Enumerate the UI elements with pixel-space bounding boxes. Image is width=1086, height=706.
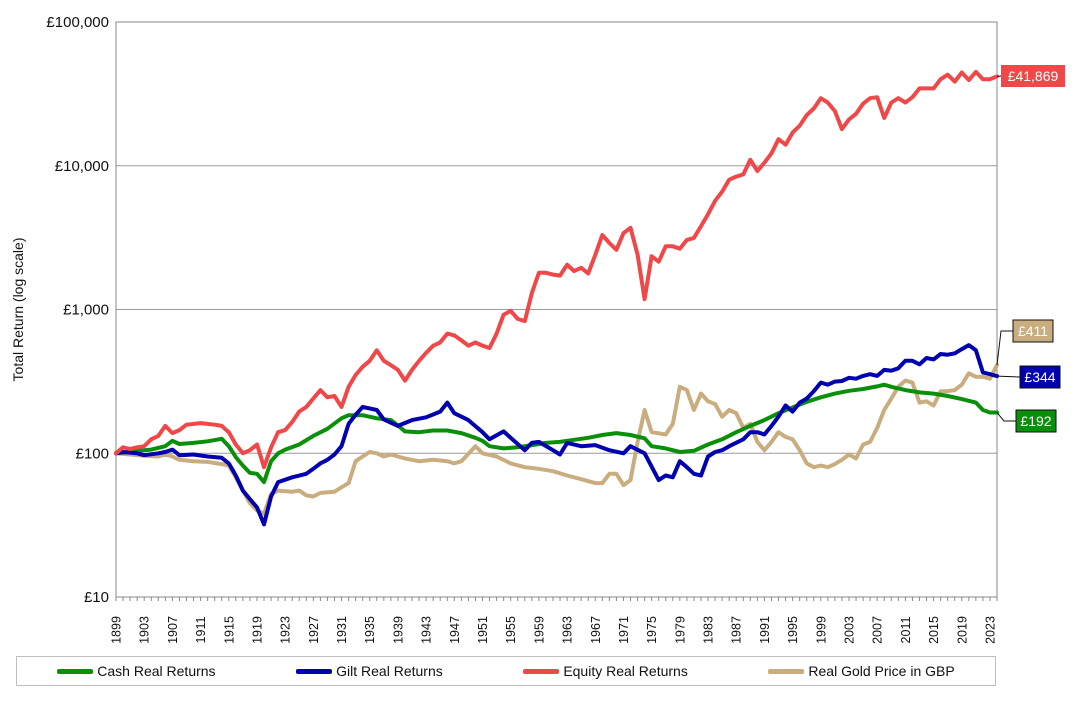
end-label-box	[1015, 409, 1057, 433]
end-label: £411	[1018, 323, 1048, 339]
x-tick-label: 1979	[673, 616, 687, 644]
end-label-box	[1001, 65, 1065, 87]
legend: Cash Real Returns Gilt Real Returns Equity…	[16, 656, 996, 686]
end-label-box	[1019, 365, 1061, 389]
x-tick-label: 1923	[279, 616, 293, 644]
legend-swatch	[57, 668, 94, 674]
x-tick-label: 2023	[983, 616, 997, 644]
legend-swatch	[523, 668, 560, 674]
legend-label: Equity Real Returns	[563, 663, 688, 679]
x-tick-label: 1943	[420, 616, 434, 644]
legend-label: Cash Real Returns	[97, 663, 216, 679]
series-line	[114, 69, 999, 470]
x-tick-label: 1939	[391, 616, 405, 644]
x-tick-label: 2019	[955, 616, 969, 644]
x-tick-label: 1959	[532, 616, 546, 644]
y-tick-label: £10,000	[55, 158, 109, 175]
legend-item: Equity Real Returns	[523, 663, 688, 679]
x-tick-label: 1911	[194, 617, 208, 644]
legend-swatch	[768, 668, 805, 674]
x-tick-label: 1947	[448, 616, 462, 644]
series-line	[114, 343, 999, 527]
legend-item: Real Gold Price in GBP	[768, 663, 955, 679]
x-tick-label: 1951	[476, 616, 490, 644]
x-tick-label: 1915	[222, 616, 236, 644]
y-tick-label: £100	[76, 445, 109, 462]
x-tick-label: 1919	[250, 616, 264, 644]
legend-item: Cash Real Returns	[57, 663, 216, 679]
y-tick-label: £100,000	[46, 14, 109, 31]
y-tick-label: £10	[84, 589, 109, 606]
x-tick-label: 1967	[589, 616, 603, 644]
series-lines	[114, 69, 999, 527]
legend-swatch	[296, 668, 333, 674]
x-tick-label: 1983	[702, 616, 716, 644]
legend-item: Gilt Real Returns	[296, 663, 443, 679]
x-tick-label: 1903	[138, 616, 152, 644]
grid-lines	[116, 21, 997, 598]
x-tick-label: 1975	[645, 616, 659, 644]
end-label-box	[1012, 319, 1054, 343]
y-axis-label: Total Return (log scale)	[10, 238, 26, 382]
x-tick-label: 1935	[363, 616, 377, 644]
plot-frame	[115, 21, 998, 598]
x-tick-label: 2003	[842, 616, 856, 644]
x-axis-ticks: 1899 1903 1907 1911 1915 1919 1923 1927 1931 1935…	[110, 597, 998, 644]
x-tick-label: 1971	[617, 616, 631, 644]
legend-label: Gilt Real Returns	[336, 663, 443, 679]
x-tick-label: 1995	[786, 616, 800, 644]
x-tick-label: 1931	[335, 616, 349, 644]
y-axis-ticks: £10 £100 £1,000 £10,000 £100,000	[46, 14, 109, 606]
x-tick-label: 1963	[561, 616, 575, 644]
y-tick-label: £1,000	[63, 302, 109, 319]
series-line	[114, 363, 999, 516]
end-label: £41,869	[1008, 68, 1059, 84]
end-label: £344	[1024, 369, 1055, 385]
x-tick-label: 1899	[110, 616, 124, 644]
x-tick-label: 2015	[927, 616, 941, 644]
x-tick-label: 1987	[730, 616, 744, 644]
end-label: £192	[1020, 413, 1051, 429]
x-tick-label: 1907	[166, 616, 180, 644]
legend-label: Real Gold Price in GBP	[808, 663, 955, 679]
x-tick-label: 1955	[504, 616, 518, 644]
x-tick-label: 2007	[871, 616, 885, 644]
x-tick-label: 2011	[899, 617, 913, 644]
label-leader	[996, 412, 1016, 422]
series-line	[114, 382, 999, 485]
x-tick-label: 1927	[307, 616, 321, 644]
chart: £10 £100 £1,000 £10,000 £100,000 1899 1903 190…	[10, 14, 1065, 644]
label-leader	[996, 375, 1021, 378]
x-tick-label: 1991	[758, 616, 772, 644]
end-labels: £41,869 £411 £344 £192	[996, 65, 1065, 433]
x-tick-label: 1999	[814, 616, 828, 644]
label-leader	[996, 330, 1013, 366]
